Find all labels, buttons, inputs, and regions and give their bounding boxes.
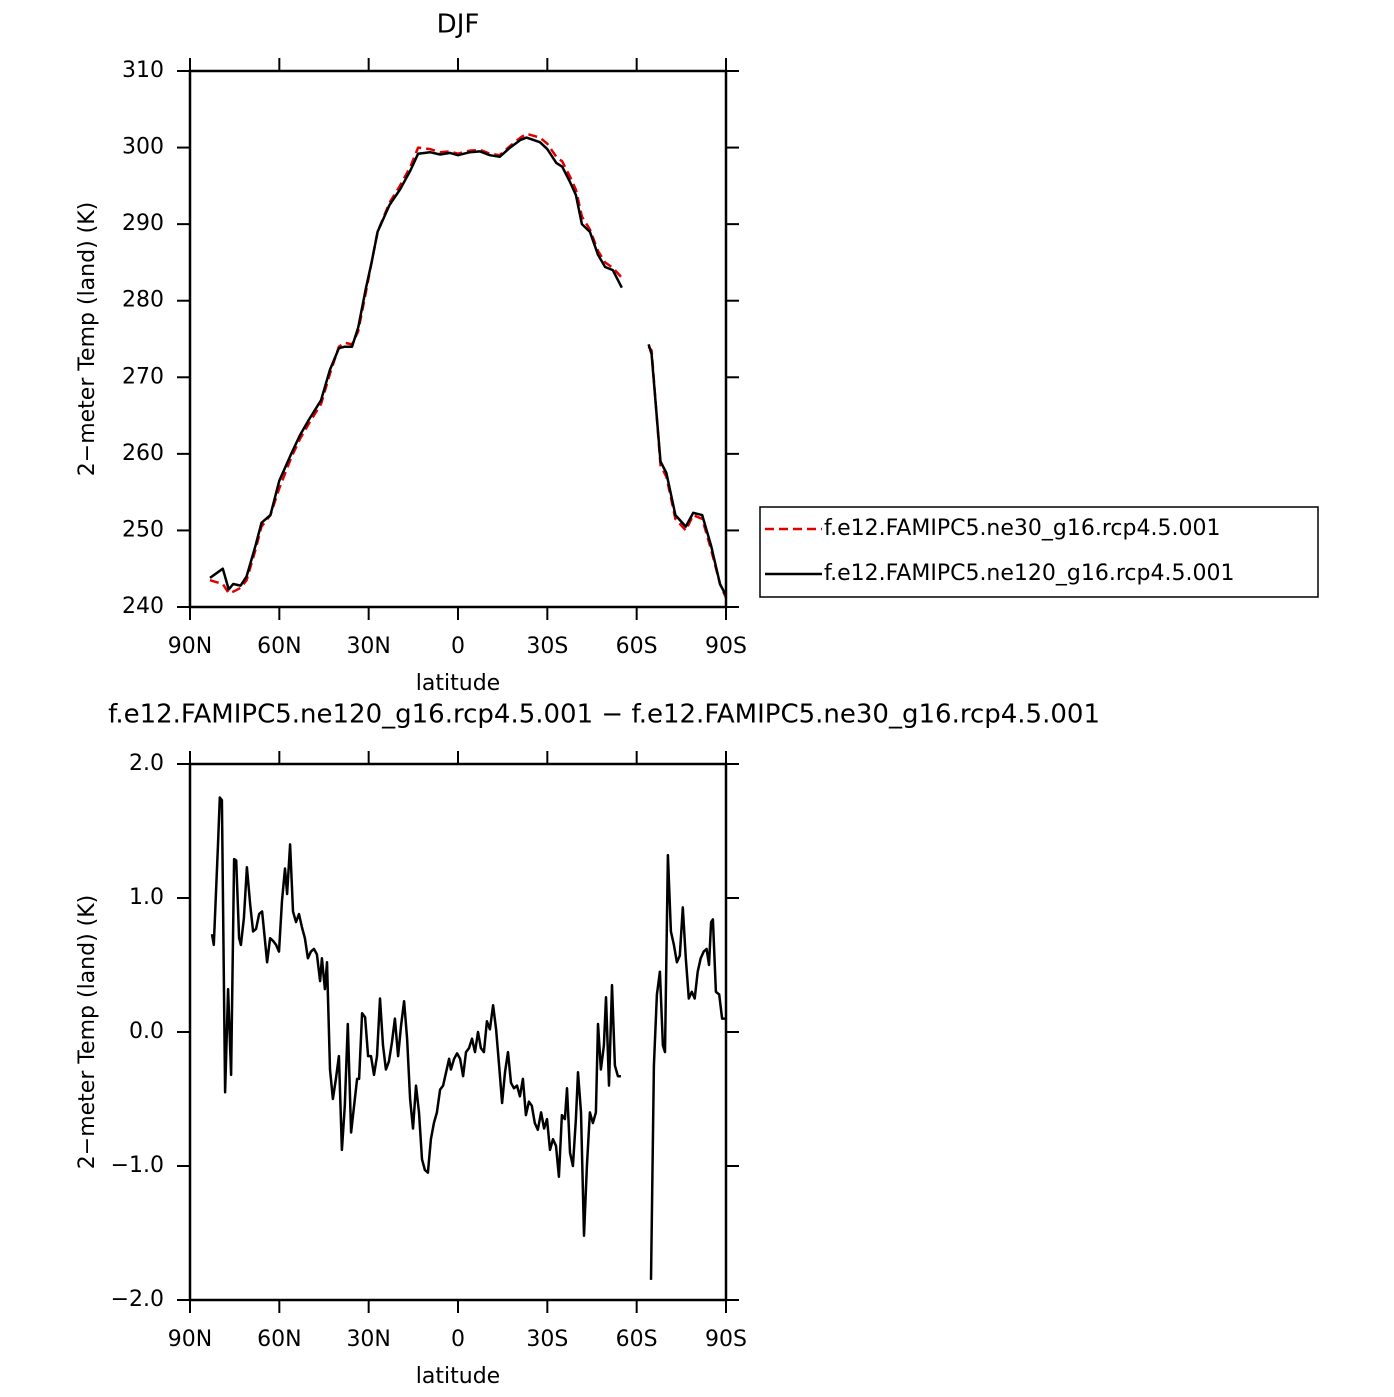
legend-label: f.e12.FAMIPC5.ne30_g16.rcp4.5.001 bbox=[824, 516, 1220, 541]
y-tick-label: 270 bbox=[122, 364, 164, 389]
x-tick-label: 90S bbox=[705, 1327, 747, 1352]
y-tick-label: 240 bbox=[122, 594, 164, 619]
x-tick-label: 90S bbox=[705, 634, 747, 659]
data-line bbox=[210, 796, 726, 1280]
y-axis-label: 2−meter Temp (land) (K) bbox=[75, 202, 100, 476]
plot-frame bbox=[188, 762, 728, 1302]
x-tick-label: 90N bbox=[168, 634, 212, 659]
y-tick-label: 280 bbox=[122, 288, 164, 313]
x-tick-label: 30N bbox=[346, 634, 390, 659]
x-tick-label: 90N bbox=[168, 1327, 212, 1352]
y-tick-label: 300 bbox=[122, 135, 164, 160]
x-tick-label: 60N bbox=[257, 1327, 301, 1352]
x-tick-label: 30S bbox=[526, 634, 568, 659]
data-line bbox=[209, 132, 728, 599]
data-line bbox=[209, 136, 728, 597]
legend-label: f.e12.FAMIPC5.ne120_g16.rcp4.5.001 bbox=[824, 561, 1234, 586]
x-tick-label: 0 bbox=[451, 1327, 465, 1352]
chart-title: f.e12.FAMIPC5.ne120_g16.rcp4.5.001 − f.e… bbox=[108, 700, 1100, 730]
y-axis-label: 2−meter Temp (land) (K) bbox=[75, 895, 100, 1169]
x-tick-label: 60S bbox=[616, 634, 658, 659]
y-tick-label: 0.0 bbox=[129, 1019, 164, 1044]
y-tick-label: 310 bbox=[122, 58, 164, 83]
x-tick-label: 30N bbox=[346, 1327, 390, 1352]
legend-box bbox=[759, 506, 1319, 598]
y-tick-label: 1.0 bbox=[129, 885, 164, 910]
x-tick-label: 0 bbox=[451, 634, 465, 659]
plot-frame bbox=[188, 69, 728, 609]
y-tick-label: 250 bbox=[122, 517, 164, 542]
y-tick-label: −2.0 bbox=[111, 1287, 164, 1312]
x-axis-label: latitude bbox=[416, 671, 500, 696]
y-tick-label: 2.0 bbox=[129, 751, 164, 776]
x-tick-label: 60S bbox=[616, 1327, 658, 1352]
y-tick-label: 290 bbox=[122, 211, 164, 236]
x-tick-label: 60N bbox=[257, 634, 301, 659]
x-axis-label: latitude bbox=[416, 1364, 500, 1389]
x-tick-label: 30S bbox=[526, 1327, 568, 1352]
y-tick-label: −1.0 bbox=[111, 1153, 164, 1178]
chart-title: DJF bbox=[437, 10, 480, 40]
y-tick-label: 260 bbox=[122, 441, 164, 466]
